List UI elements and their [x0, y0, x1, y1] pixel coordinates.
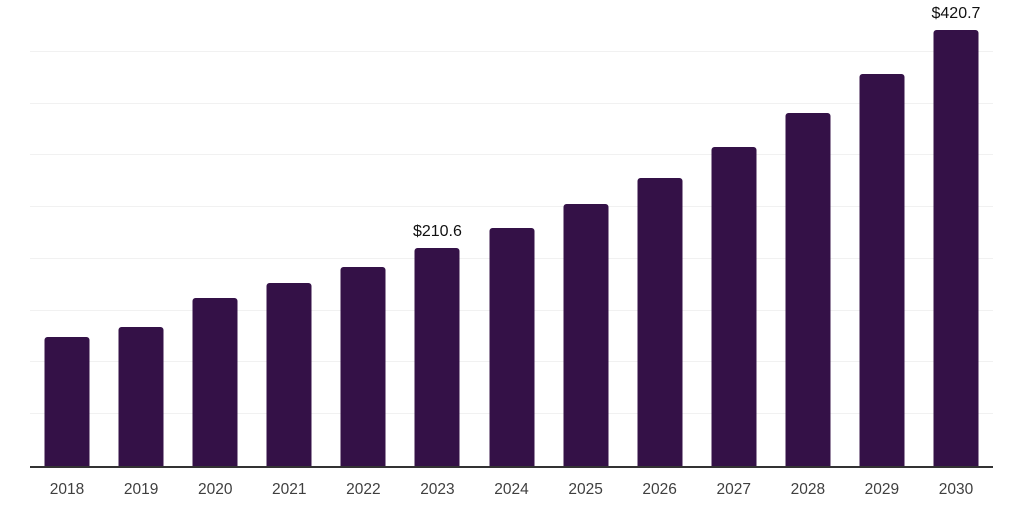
bar-2025: [563, 204, 609, 466]
bar-cell-2021: [252, 0, 326, 466]
bar-cell-2026: [623, 0, 697, 466]
bar-2021: [266, 283, 312, 466]
x-tick-label-2024: 2024: [494, 481, 529, 498]
bar-2028: [785, 112, 831, 466]
gridline-400: [30, 50, 993, 52]
bar-2026: [637, 178, 683, 466]
x-axis-labels: 2018 2019 2020 2021 2022 2023 2024 2025 2026 2027…: [30, 480, 993, 500]
bar-2022: [340, 267, 386, 466]
x-tick-label-2028: 2028: [790, 481, 826, 498]
x-tick-label-2021: 2021: [272, 481, 307, 498]
gridline-300: [30, 154, 993, 156]
gridline-350: [30, 102, 993, 104]
gridline-250: [30, 206, 993, 208]
x-tick-label-2029: 2029: [864, 481, 900, 498]
bar-2027: [711, 147, 757, 466]
bar-cell-2025: [549, 0, 623, 466]
bar-2018: [44, 337, 90, 466]
x-tick-label-2030: 2030: [938, 481, 974, 498]
bar-value-label-2023: $210.6: [412, 222, 462, 240]
bar-cell-2028: [771, 0, 845, 466]
x-tick-label-2023: 2023: [420, 481, 455, 498]
bar-2029: [859, 74, 905, 466]
x-tick-label-2026: 2026: [642, 481, 677, 498]
bar-cell-2020: [178, 0, 252, 466]
bar-value-label-2030: $420.7: [931, 5, 981, 23]
bar-2030: [933, 30, 979, 466]
bar-cell-2018: [30, 0, 104, 466]
bars-row: $210.6 $420.7: [30, 0, 993, 466]
x-tick-label-2020: 2020: [197, 481, 233, 498]
bar-2023: [414, 247, 460, 466]
bar-2024: [489, 227, 534, 466]
bar-cell-2019: [104, 0, 178, 466]
x-tick-label-2019: 2019: [123, 481, 159, 498]
x-tick-label-2025: 2025: [568, 481, 603, 498]
x-tick-label-2018: 2018: [49, 481, 85, 498]
bar-2020: [192, 298, 238, 466]
bar-2019: [118, 327, 164, 466]
plot-area: $210.6 $420.7: [30, 0, 993, 468]
bar-cell-2029: [845, 0, 919, 466]
x-tick-label-2022: 2022: [346, 481, 381, 498]
bar-cell-2023: $210.6: [400, 0, 474, 466]
bar-cell-2027: [697, 0, 771, 466]
bar-cell-2030: $420.7: [919, 0, 993, 466]
bar-cell-2022: [326, 0, 400, 466]
bar-cell-2024: [474, 0, 548, 466]
x-tick-label-2027: 2027: [716, 481, 751, 498]
